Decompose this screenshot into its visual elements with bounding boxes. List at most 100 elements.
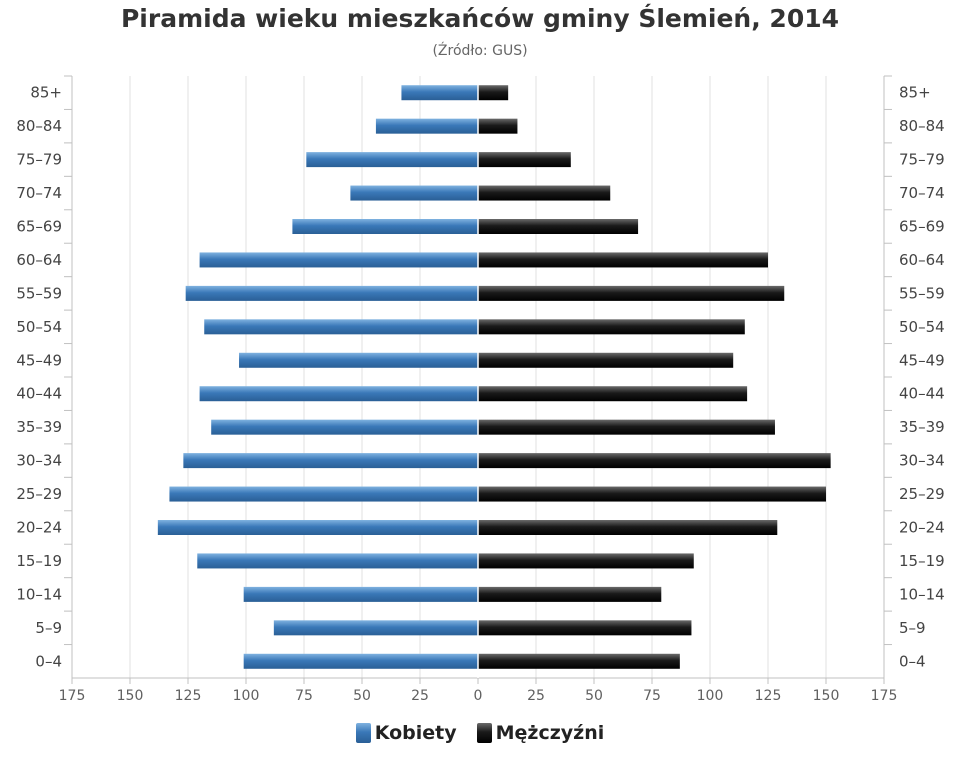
category-label-right: 25–29 (899, 485, 945, 503)
category-label-right: 45–49 (899, 351, 945, 369)
legend-swatch-kobiety (355, 723, 371, 743)
category-label-right: 30–34 (899, 452, 945, 470)
bar-kobiety (199, 386, 478, 402)
legend: Kobiety Mężczyźni (0, 722, 960, 744)
bar-mezczyzni (478, 386, 748, 402)
bar-mezczyzni (478, 419, 775, 435)
bar-mezczyzni (478, 586, 662, 602)
category-label-left: 60–64 (16, 251, 62, 269)
category-label-right: 50–54 (899, 318, 945, 336)
category-label-right: 35–39 (899, 418, 945, 436)
category-label-left: 25–29 (16, 485, 62, 503)
bar-mezczyzni (478, 553, 694, 569)
category-label-left: 30–34 (16, 452, 62, 470)
x-tick-label: 175 (871, 688, 898, 704)
x-tick-label: 75 (295, 688, 313, 704)
category-label-left: 5–9 (35, 619, 62, 637)
labels: 175 150 125 100 75 50 25 0 25 50 75 100 125 150 175 85+… (16, 84, 944, 704)
category-label-right: 10–14 (899, 585, 945, 603)
x-tick-label: 75 (643, 688, 661, 704)
category-label-left: 45–49 (16, 351, 62, 369)
bar-mezczyzni (478, 219, 639, 234)
x-tick-label: 175 (59, 688, 86, 704)
bar-mezczyzni (478, 85, 509, 101)
category-label-right: 0–4 (899, 652, 926, 670)
category-label-right: 15–19 (899, 552, 945, 570)
bar-kobiety (306, 152, 478, 168)
bar-mezczyzni (478, 453, 831, 469)
bar-mezczyzni (478, 653, 680, 669)
category-label-left: 20–24 (16, 519, 62, 537)
bar-mezczyzni (478, 352, 734, 368)
category-label-right: 60–64 (899, 251, 945, 269)
category-label-left: 10–14 (16, 585, 62, 603)
category-label-left: 65–69 (16, 218, 62, 236)
x-tick-label: 25 (527, 688, 545, 704)
bar-kobiety (211, 419, 478, 435)
bar-mezczyzni (478, 152, 571, 168)
x-tick-label: 25 (411, 688, 429, 704)
legend-swatch-mezczyzni (476, 723, 492, 743)
category-label-left: 50–54 (16, 318, 62, 336)
category-label-left: 0–4 (35, 652, 62, 670)
legend-label-mezczyzni: Mężczyźni (495, 722, 605, 744)
legend-item-kobiety[interactable]: Kobiety (355, 722, 457, 744)
bar-mezczyzni (478, 252, 768, 268)
category-label-right: 80–84 (899, 117, 945, 135)
bar-mezczyzni (478, 520, 778, 535)
bar-kobiety (157, 520, 478, 535)
bar-kobiety (199, 252, 478, 268)
chart-subtitle: (Źródło: GUS) (432, 43, 528, 59)
bar-kobiety (239, 352, 478, 368)
x-tick-label: 125 (175, 688, 202, 704)
bar-kobiety (375, 118, 478, 134)
x-tick-label: 50 (353, 688, 371, 704)
bar-kobiety (292, 219, 478, 234)
x-tick-label: 100 (233, 688, 260, 704)
bar-kobiety (197, 553, 478, 569)
category-label-right: 20–24 (899, 519, 945, 537)
category-label-right: 65–69 (899, 218, 945, 236)
x-tick-label: 150 (813, 688, 840, 704)
bar-mezczyzni (478, 486, 826, 502)
category-label-left: 40–44 (16, 385, 62, 403)
bar-mezczyzni (478, 185, 611, 201)
bar-mezczyzni (478, 319, 745, 335)
x-tick-label: 100 (697, 688, 724, 704)
category-label-right: 55–59 (899, 284, 945, 302)
bar-mezczyzni (478, 620, 692, 636)
category-label-right: 85+ (899, 84, 931, 102)
category-label-right: 70–74 (899, 184, 945, 202)
category-label-left: 15–19 (16, 552, 62, 570)
x-tick-label: 125 (755, 688, 782, 704)
category-label-left: 80–84 (16, 117, 62, 135)
category-label-left: 85+ (30, 84, 62, 102)
category-label-right: 75–79 (899, 151, 945, 169)
category-label-left: 75–79 (16, 151, 62, 169)
bar-mezczyzni (478, 285, 785, 301)
category-label-left: 70–74 (16, 184, 62, 202)
bar-kobiety (204, 319, 479, 335)
category-label-left: 55–59 (16, 284, 62, 302)
bar-kobiety (243, 586, 478, 602)
category-label-left: 35–39 (16, 418, 62, 436)
bar-kobiety (243, 653, 478, 669)
x-tick-label: 50 (585, 688, 603, 704)
bar-kobiety (273, 620, 478, 636)
bars (157, 76, 831, 678)
chart-title: Piramida wieku mieszkańców gminy Ślemień… (120, 4, 840, 33)
axes (64, 75, 892, 684)
bar-mezczyzni (478, 118, 518, 134)
x-tick-label: 150 (117, 688, 144, 704)
bar-kobiety (183, 453, 479, 469)
category-label-right: 40–44 (899, 385, 945, 403)
bar-kobiety (185, 285, 478, 301)
legend-label-kobiety: Kobiety (374, 722, 457, 744)
x-tick-label: 0 (474, 688, 483, 704)
bar-kobiety (401, 85, 478, 101)
legend-item-mezczyzni[interactable]: Mężczyźni (476, 722, 605, 744)
category-label-right: 5–9 (899, 619, 926, 637)
bar-kobiety (169, 486, 478, 502)
bar-kobiety (350, 185, 478, 201)
